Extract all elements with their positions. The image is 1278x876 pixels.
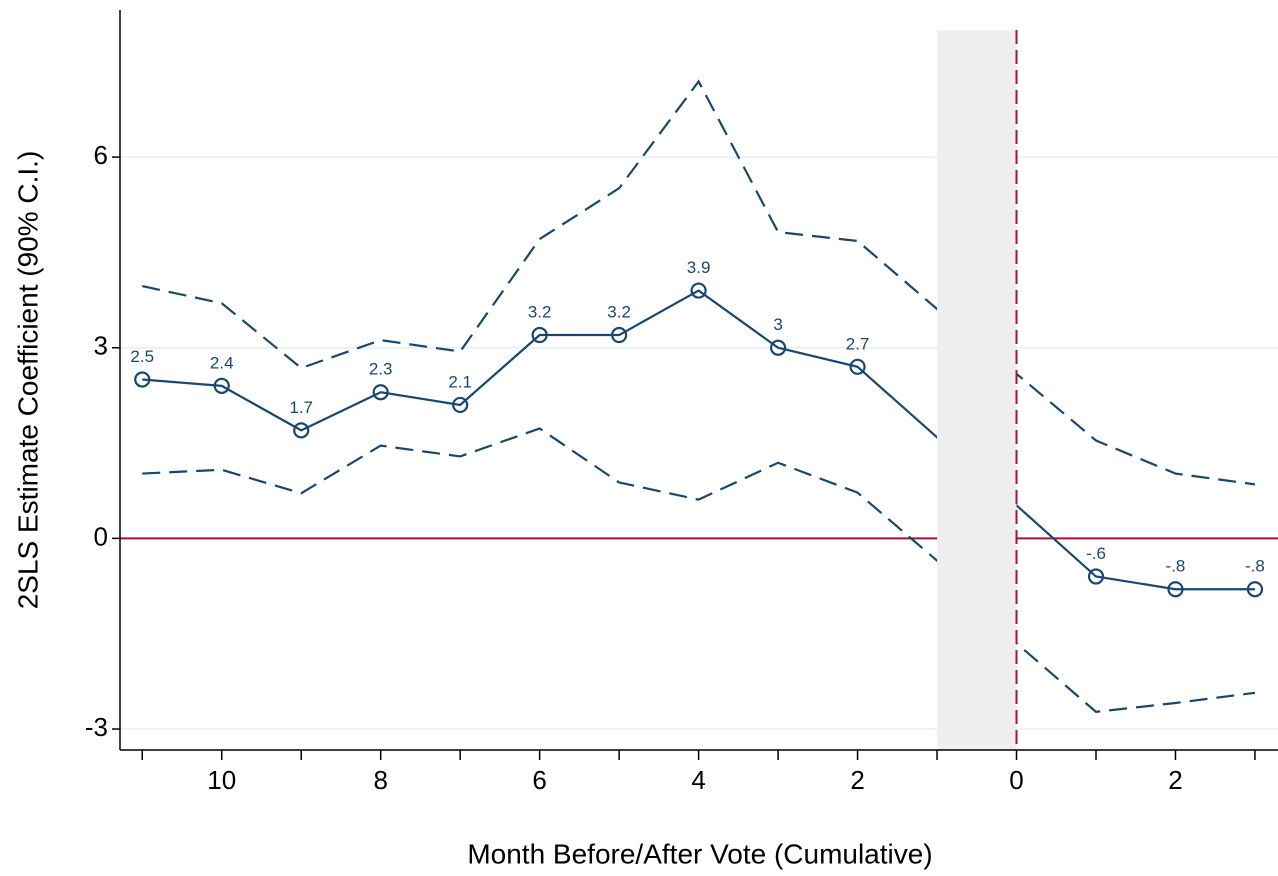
value-label: 2.4 [210, 353, 234, 372]
y-tick-label: 3 [94, 331, 108, 361]
value-label: 2.7 [846, 334, 870, 353]
marker [531, 326, 548, 344]
value-label: 3.9 [687, 258, 711, 277]
marker [611, 326, 628, 344]
y-axis-label: 2SLS Estimate Coefficient (90% C.I.) [12, 151, 43, 610]
y-tick-label: 0 [94, 521, 108, 551]
value-label: -.8 [1166, 557, 1186, 576]
marker [213, 377, 230, 394]
marker [134, 371, 151, 388]
x-tick-label: 2 [850, 765, 864, 795]
value-label: 2.1 [448, 372, 472, 391]
marker [769, 339, 787, 356]
value-label: 1.7 [289, 398, 313, 417]
value-label: 2.3 [369, 360, 393, 379]
marker [690, 282, 707, 299]
marker [372, 384, 389, 401]
marker [1246, 581, 1264, 598]
x-tick-label: 2 [1168, 765, 1182, 795]
estimate-line [142, 289, 1255, 591]
value-label: 3 [773, 315, 782, 334]
shade-band [937, 30, 1017, 750]
marker [293, 422, 310, 439]
marker [452, 396, 469, 414]
x-tick-label: 0 [1009, 765, 1023, 795]
marker [1087, 568, 1105, 585]
marker [849, 358, 866, 375]
x-tick-label: 6 [532, 765, 546, 795]
ci-line [142, 79, 1256, 486]
value-label: -.8 [1245, 557, 1265, 576]
y-tick-label: 6 [94, 140, 108, 170]
y-tick-label: -3 [85, 712, 108, 742]
value-label: -.6 [1086, 544, 1106, 563]
ci-line [142, 427, 1256, 714]
value-label: 2.5 [130, 347, 154, 366]
value-label: 3.2 [607, 303, 631, 322]
x-tick-label: 10 [207, 765, 236, 795]
x-tick-label: 4 [691, 765, 705, 795]
x-tick-label: 8 [373, 765, 387, 795]
marker [1167, 581, 1184, 598]
x-axis-label: Month Before/After Vote (Cumulative) [467, 838, 932, 869]
value-label: 3.2 [528, 303, 552, 322]
